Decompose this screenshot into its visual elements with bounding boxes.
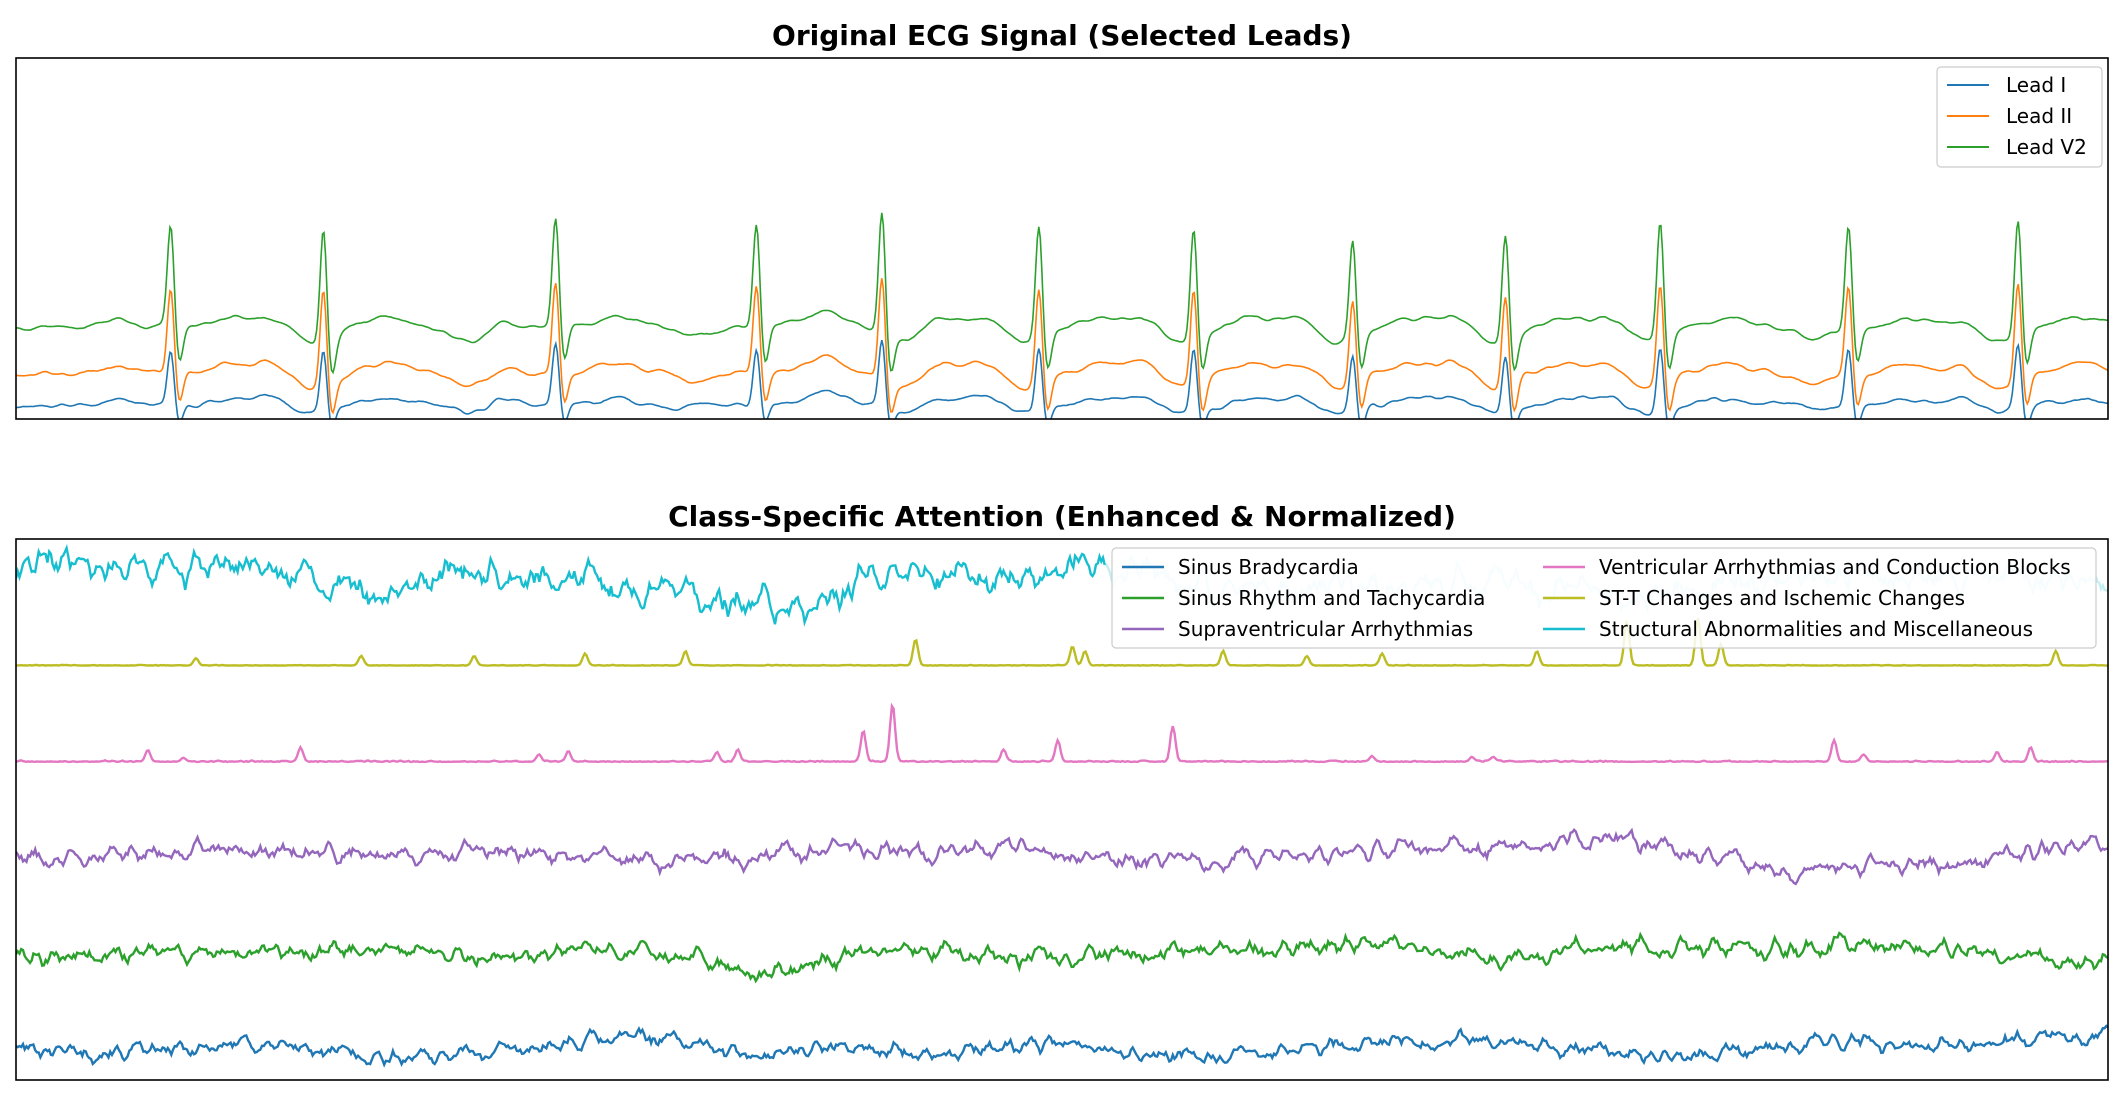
- attention-legend-label-sinus-bradycardia: Sinus Bradycardia: [1178, 555, 1359, 579]
- attention-legend-label-structural-abnormalities-and-miscellaneous: Structural Abnormalities and Miscellaneo…: [1599, 617, 2033, 641]
- ecg-line-lead-v2: [16, 212, 2108, 375]
- attention-legend-label-supraventricular-arrhythmias: Supraventricular Arrhythmias: [1178, 617, 1473, 641]
- ecg-legend-label-lead-v2: Lead V2: [2006, 135, 2087, 159]
- attention-line-st-t-changes-and-ischemic-changes: [16, 617, 2108, 667]
- attention-legend-label-st-t-changes-and-ischemic-changes: ST-T Changes and Ischemic Changes: [1599, 586, 1965, 610]
- ecg-axes-frame: [15, 57, 2109, 420]
- attention-legend-label-sinus-rhythm-and-tachycardia: Sinus Rhythm and Tachycardia: [1178, 586, 1485, 610]
- attention-panel: Class-Specific Attention (Enhanced & Nor…: [15, 500, 2109, 1081]
- ecg-chart-title: Original ECG Signal (Selected Leads): [772, 19, 1352, 52]
- ecg-line-lead-i: [16, 340, 2108, 419]
- ecg-panel: Original ECG Signal (Selected Leads) Lea…: [15, 19, 2109, 420]
- ecg-legend-label-lead-ii: Lead II: [2006, 104, 2072, 128]
- ecg-legend-label-lead-i: Lead I: [2006, 73, 2066, 97]
- attention-line-ventricular-arrhythmias-and-conduction-blocks: [16, 702, 2108, 764]
- attention-legend-box: [1111, 547, 2097, 649]
- attention-line-supraventricular-arrhythmias: [16, 827, 2108, 886]
- attention-line-structural-abnormalities-and-miscellaneous: [16, 543, 1106, 627]
- ecg-legend: Lead I Lead II Lead V2: [1936, 66, 2103, 168]
- ecg-line-lead-ii: [16, 278, 2108, 415]
- attention-legend-label-ventricular-arrhythmias-and-conduction-blocks: Ventricular Arrhythmias and Conduction B…: [1599, 555, 2071, 579]
- attention-chart-title: Class-Specific Attention (Enhanced & Nor…: [668, 500, 1456, 533]
- attention-line-sinus-bradycardia: [16, 1024, 2108, 1068]
- ecg-series-group: [16, 212, 2108, 419]
- attention-series-group: [16, 543, 2108, 1068]
- attention-legend: Sinus Bradycardia Sinus Rhythm and Tachyc…: [1111, 547, 2097, 649]
- ecg-legend-box: [1936, 66, 2103, 168]
- attention-line-sinus-rhythm-and-tachycardia: [16, 931, 2108, 984]
- attention-axes-frame: [15, 538, 2109, 1081]
